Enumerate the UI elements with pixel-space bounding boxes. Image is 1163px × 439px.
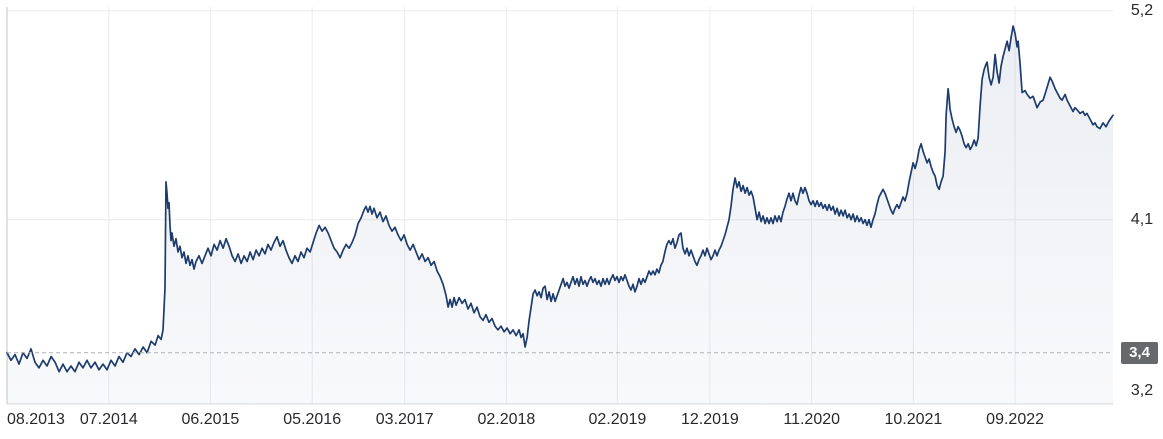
area-fill bbox=[7, 26, 1113, 404]
x-tick-label: 09.2022 bbox=[986, 411, 1045, 428]
x-tick-label: 05.2016 bbox=[283, 411, 342, 428]
x-tick-label: 08.2013 bbox=[7, 411, 65, 428]
x-tick-label: 03.2017 bbox=[375, 411, 434, 428]
x-tick-label: 07.2014 bbox=[79, 411, 138, 428]
price-line bbox=[6, 25, 1114, 373]
x-tick-label: 06.2015 bbox=[181, 411, 240, 428]
x-tick-label: 02.2019 bbox=[588, 411, 647, 428]
y-tick-label: 4,1 bbox=[1130, 210, 1154, 228]
x-tick-label: 10.2021 bbox=[884, 411, 943, 428]
x-tick-label: 11.2020 bbox=[783, 411, 841, 428]
x-tick-label: 02.2018 bbox=[477, 411, 536, 428]
y-tick-label: 3,2 bbox=[1130, 381, 1154, 399]
x-tick-label: 12.2019 bbox=[680, 411, 739, 428]
y-tick-label: 5,2 bbox=[1130, 1, 1154, 19]
baseline-value-badge: 3,4 bbox=[1121, 341, 1158, 364]
